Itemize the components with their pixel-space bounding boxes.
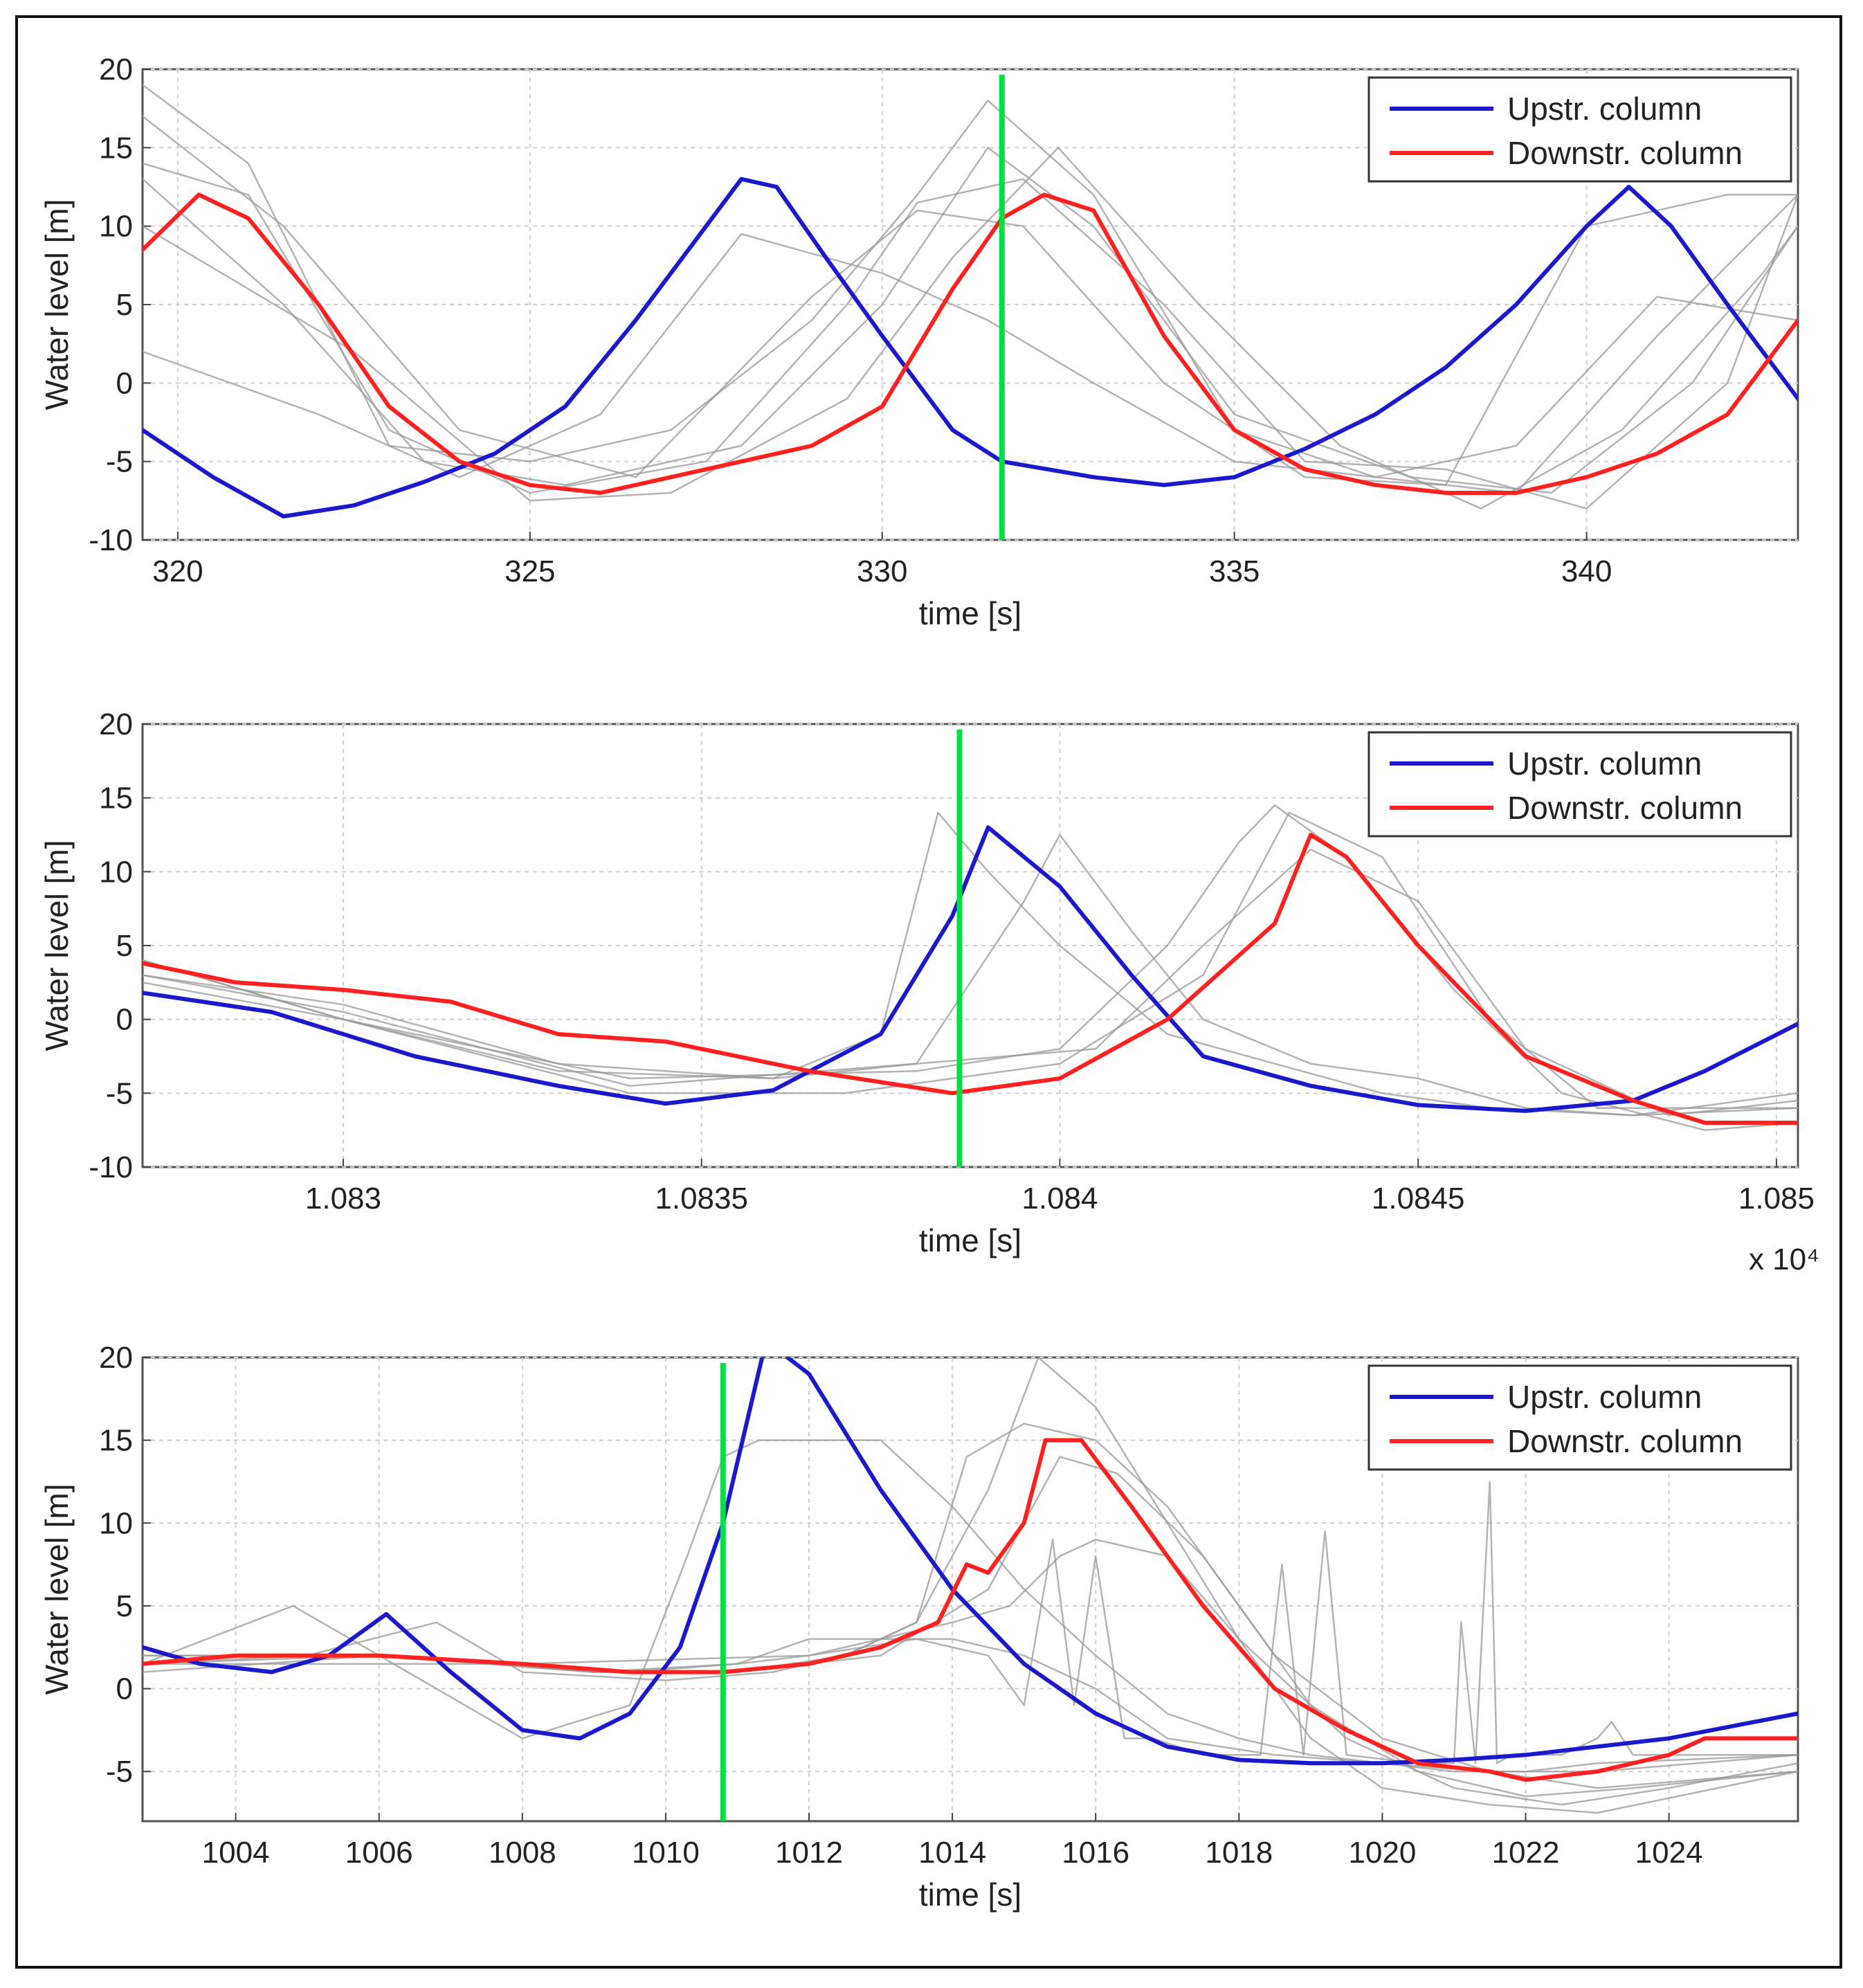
legend-downstream-label: Downstr. column bbox=[1507, 1423, 1743, 1459]
x-tick-label: 1020 bbox=[1348, 1836, 1416, 1870]
x-tick-label: 330 bbox=[857, 554, 907, 588]
legend-downstream-label: Downstr. column bbox=[1507, 790, 1743, 826]
chart-1: 320 325 330 335 340 -10 -5 0 5 10 15 20 time [s] Wate… bbox=[39, 53, 1799, 631]
x-axis-label: time [s] bbox=[919, 1222, 1021, 1258]
series-gray-line bbox=[143, 811, 1798, 1117]
x-tick-label: 340 bbox=[1561, 554, 1612, 588]
y-tick-label: 15 bbox=[99, 131, 133, 165]
series-group bbox=[143, 804, 1798, 1131]
x-tick-label: 1.0845 bbox=[1372, 1182, 1465, 1216]
x-tick-label: 1.083 bbox=[305, 1182, 381, 1216]
x-axis-label: time [s] bbox=[919, 595, 1021, 631]
y-tick-label: -5 bbox=[106, 445, 133, 479]
y-axis-label: Water level [m] bbox=[39, 1483, 75, 1695]
series-downstream-line bbox=[143, 833, 1798, 1125]
x-tick-label: 1016 bbox=[1062, 1836, 1129, 1870]
series-gray-line bbox=[143, 147, 1798, 509]
legend-downstream-label: Downstr. column bbox=[1507, 135, 1743, 171]
series-upstream-line bbox=[143, 177, 1798, 518]
series-group bbox=[143, 84, 1798, 518]
y-tick-label: -10 bbox=[89, 1150, 133, 1184]
figure-frame: 320 325 330 335 340 -10 -5 0 5 10 15 20 time [s] Wate… bbox=[15, 15, 1842, 1969]
series-upstream-line bbox=[143, 1357, 1798, 1766]
x-tick-label: 1014 bbox=[918, 1836, 986, 1870]
chart-3: 1004 1006 1008 1010 1012 1014 1016 1018 1020 1022… bbox=[39, 1341, 1799, 1913]
legend-box bbox=[1367, 76, 1792, 183]
y-tick-label: -5 bbox=[106, 1076, 133, 1110]
series-downstream-line bbox=[143, 1438, 1798, 1782]
x-tick-label: 335 bbox=[1209, 554, 1260, 588]
y-tick-label: 15 bbox=[99, 1424, 133, 1458]
x-tick-label: 320 bbox=[152, 554, 203, 588]
y-tick-label: 10 bbox=[99, 1506, 133, 1540]
x-tick-label: 1012 bbox=[775, 1836, 843, 1870]
y-tick-label: 5 bbox=[116, 929, 133, 963]
figure-canvas: 320 325 330 335 340 -10 -5 0 5 10 15 20 time [s] Wate… bbox=[39, 53, 1819, 1913]
y-axis-label: Water level [m] bbox=[39, 840, 75, 1051]
y-tick-label: 10 bbox=[99, 210, 133, 244]
series-downstream-line bbox=[143, 192, 1798, 495]
x-tick-label: 1010 bbox=[632, 1836, 700, 1870]
legend-upstream-label: Upstr. column bbox=[1507, 1379, 1702, 1415]
legend-upstream-label: Upstr. column bbox=[1507, 91, 1702, 127]
y-tick-label: 5 bbox=[116, 288, 133, 322]
legend-box bbox=[1367, 1364, 1792, 1471]
chart-2: 1.083 1.0835 1.084 1.0845 1.085 -10 -5 0 5 10 15 20… bbox=[39, 707, 1819, 1276]
x-tick-label: 1018 bbox=[1205, 1836, 1273, 1870]
series-gray-line bbox=[143, 833, 1798, 1117]
x-tick-label: 1008 bbox=[489, 1836, 556, 1870]
y-tick-label: -5 bbox=[106, 1755, 133, 1789]
series-gray-line bbox=[143, 162, 1798, 509]
x-tick-label: 1024 bbox=[1635, 1836, 1703, 1870]
x-tick-label: 325 bbox=[505, 554, 555, 588]
series-gray-line bbox=[143, 1538, 1798, 1814]
legend-box bbox=[1367, 731, 1792, 838]
x-tick-label: 1.085 bbox=[1738, 1182, 1815, 1216]
x-tick-label: 1.084 bbox=[1021, 1182, 1098, 1216]
legend-upstream-label: Upstr. column bbox=[1507, 746, 1702, 781]
series-gray-line bbox=[143, 804, 1798, 1131]
legend: Upstr. column Downstr. column bbox=[1367, 1364, 1792, 1471]
legend: Upstr. column Downstr. column bbox=[1367, 731, 1792, 838]
series-upstream-line bbox=[143, 825, 1798, 1113]
series-gray-line bbox=[143, 233, 1798, 478]
y-axis-label: Water level [m] bbox=[39, 199, 75, 410]
x-axis-label: time [s] bbox=[919, 1877, 1021, 1913]
y-tick-label: 5 bbox=[116, 1589, 133, 1623]
x-exponent-label: x 10⁴ bbox=[1749, 1242, 1819, 1276]
x-tick-label: 1004 bbox=[202, 1836, 270, 1870]
y-tick-label: 0 bbox=[116, 1672, 133, 1706]
y-tick-label: 20 bbox=[99, 707, 133, 741]
y-tick-label: 20 bbox=[99, 1341, 133, 1375]
series-gray-line bbox=[143, 811, 1798, 1109]
y-tick-label: 10 bbox=[99, 855, 133, 889]
x-tick-label: 1006 bbox=[345, 1836, 413, 1870]
series-group bbox=[143, 1357, 1798, 1814]
y-tick-label: 15 bbox=[99, 781, 133, 815]
legend: Upstr. column Downstr. column bbox=[1367, 76, 1792, 183]
x-tick-label: 1.0835 bbox=[655, 1182, 748, 1216]
y-tick-label: 0 bbox=[116, 366, 133, 400]
x-tick-label: 1022 bbox=[1492, 1836, 1560, 1870]
y-tick-label: -10 bbox=[89, 523, 133, 557]
series-gray-line bbox=[143, 849, 1798, 1117]
y-tick-label: 20 bbox=[99, 53, 133, 87]
y-tick-label: 0 bbox=[116, 1003, 133, 1037]
